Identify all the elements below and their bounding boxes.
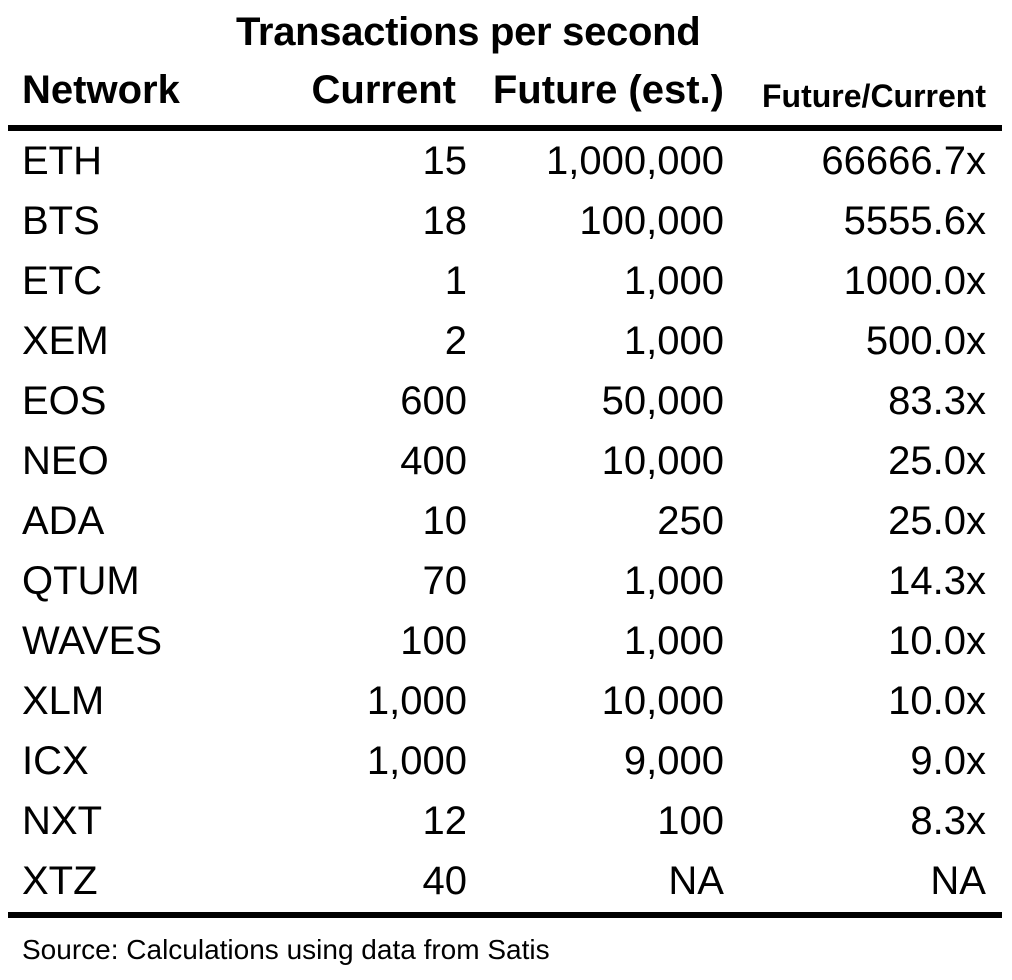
table-row: BTS 18 100,000 5555.6x — [0, 191, 1012, 251]
current-tps-cell: 1 — [444, 259, 467, 303]
future-tps-cell: 50,000 — [601, 379, 724, 423]
table-row: XLM 1,000 10,000 10.0x — [0, 671, 1012, 731]
ratio-cell: 25.0x — [888, 439, 986, 483]
ratio-cell: 66666.7x — [821, 139, 986, 183]
table-row: ADA 10 250 25.0x — [0, 491, 1012, 551]
column-header-network: Network — [22, 68, 180, 112]
future-tps-cell: 250 — [657, 499, 724, 543]
current-tps-cell: 40 — [422, 859, 468, 903]
table-row: ETH 15 1,000,000 66666.7x — [0, 131, 1012, 191]
footer-divider — [8, 912, 1002, 918]
network-cell: XLM — [22, 679, 105, 723]
network-cell: ETC — [22, 259, 102, 303]
ratio-cell: 10.0x — [888, 679, 986, 723]
table-row: ICX 1,000 9,000 9.0x — [0, 731, 1012, 791]
future-tps-cell: 1,000,000 — [546, 139, 724, 183]
ratio-cell: 1000.0x — [843, 259, 986, 303]
future-tps-cell: 1,000 — [623, 619, 724, 663]
table-body: ETH 15 1,000,000 66666.7x BTS 18 100,000 5555.6… — [0, 131, 1012, 911]
ratio-cell: 9.0x — [910, 739, 986, 783]
current-tps-cell: 1,000 — [366, 739, 467, 783]
current-tps-cell: 400 — [400, 439, 467, 483]
network-cell: WAVES — [22, 619, 163, 663]
ratio-cell: 8.3x — [910, 799, 986, 843]
ratio-cell: 14.3x — [888, 559, 986, 603]
future-tps-cell: 1,000 — [623, 559, 724, 603]
future-tps-cell: NA — [668, 859, 724, 903]
network-cell: XEM — [22, 319, 109, 363]
table-row: EOS 600 50,000 83.3x — [0, 371, 1012, 431]
future-tps-cell: 10,000 — [601, 439, 724, 483]
table-row: XTZ 40 NA NA — [0, 851, 1012, 911]
column-header-current: Current — [311, 68, 456, 112]
table-row: QTUM 70 1,000 14.3x — [0, 551, 1012, 611]
table-row: NEO 400 10,000 25.0x — [0, 431, 1012, 491]
current-tps-cell: 70 — [422, 559, 468, 603]
current-tps-cell: 600 — [400, 379, 467, 423]
ratio-cell: 83.3x — [888, 379, 986, 423]
network-cell: NEO — [22, 439, 109, 483]
table-row: XEM 2 1,000 500.0x — [0, 311, 1012, 371]
source-note: Source: Calculations using data from Sat… — [22, 934, 550, 965]
table-row: WAVES 100 1,000 10.0x — [0, 611, 1012, 671]
table-row: ETC 1 1,000 1000.0x — [0, 251, 1012, 311]
current-tps-cell: 1,000 — [366, 679, 467, 723]
ratio-cell: 500.0x — [865, 319, 986, 363]
network-cell: ICX — [22, 739, 89, 783]
future-tps-cell: 100 — [657, 799, 724, 843]
current-tps-cell: 18 — [422, 199, 468, 243]
ratio-cell: 10.0x — [888, 619, 986, 663]
future-tps-cell: 1,000 — [623, 319, 724, 363]
current-tps-cell: 10 — [422, 499, 468, 543]
ratio-cell: 5555.6x — [843, 199, 986, 243]
network-cell: XTZ — [22, 859, 98, 903]
column-header-ratio: Future/Current — [762, 78, 986, 114]
network-cell: QTUM — [22, 559, 140, 603]
current-tps-cell: 2 — [444, 319, 467, 363]
network-cell: BTS — [22, 199, 100, 243]
future-tps-cell: 10,000 — [601, 679, 724, 723]
ratio-cell: NA — [930, 859, 986, 903]
network-cell: EOS — [22, 379, 107, 423]
column-header-future: Future (est.) — [492, 68, 724, 112]
header-divider — [8, 125, 1002, 131]
future-tps-cell: 1,000 — [623, 259, 724, 303]
network-cell: NXT — [22, 799, 102, 843]
future-tps-cell: 100,000 — [579, 199, 724, 243]
current-tps-cell: 100 — [400, 619, 467, 663]
network-cell: ADA — [22, 499, 105, 543]
network-cell: ETH — [22, 139, 102, 183]
ratio-cell: 25.0x — [888, 499, 986, 543]
current-tps-cell: 15 — [422, 139, 468, 183]
future-tps-cell: 9,000 — [623, 739, 724, 783]
table-title: Transactions per second — [236, 10, 701, 54]
table-row: NXT 12 100 8.3x — [0, 791, 1012, 851]
current-tps-cell: 12 — [422, 799, 468, 843]
